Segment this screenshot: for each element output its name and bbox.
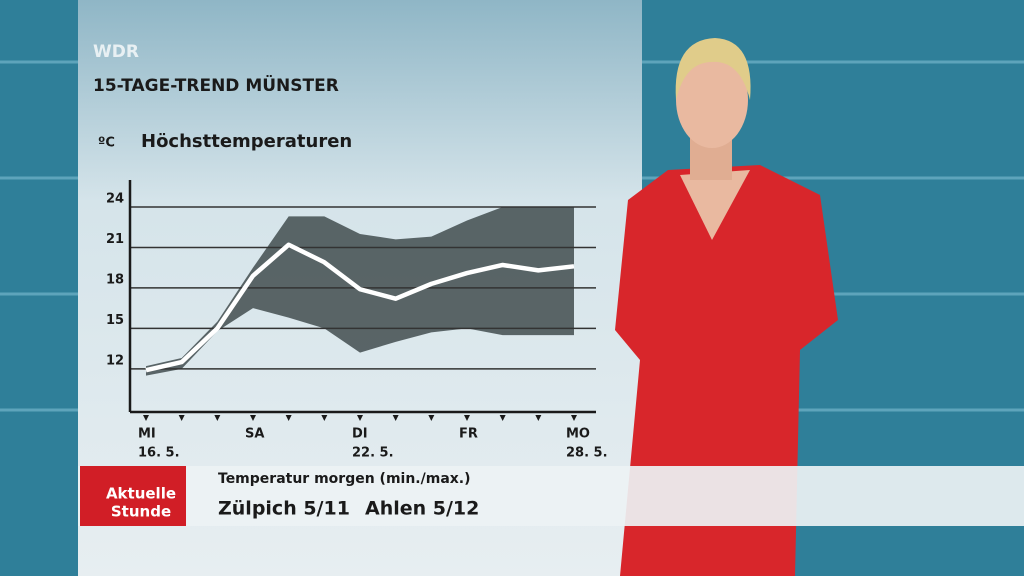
- x-tick: [285, 415, 292, 421]
- x-tick-label: SA: [245, 427, 264, 442]
- ticker-item: Ahlen 5/12: [365, 498, 479, 520]
- x-tick: [535, 415, 542, 421]
- ticker-logo-box: [80, 466, 186, 526]
- x-tick-date: 28. 5.: [566, 446, 608, 461]
- ticker-logo: Stunde: [111, 503, 171, 521]
- x-tick: [571, 415, 577, 421]
- x-tick-date: 16. 5.: [138, 446, 180, 461]
- x-tick: [464, 415, 470, 421]
- x-tick: [499, 415, 506, 421]
- ticker-logo: Aktuelle: [106, 485, 176, 503]
- y-tick-label: 24: [106, 191, 124, 206]
- y-tick-label: 21: [106, 232, 124, 247]
- y-tick-label: 12: [106, 353, 124, 368]
- ticker-heading: Temperatur morgen (min./max.): [218, 471, 471, 487]
- x-tick-label: MI: [138, 427, 156, 442]
- x-tick: [428, 415, 435, 421]
- x-tick: [357, 415, 363, 421]
- x-tick: [214, 415, 221, 421]
- x-tick-label: DI: [352, 427, 368, 442]
- channel-logo: WDR: [93, 42, 139, 62]
- y-tick-label: 15: [106, 313, 124, 328]
- plot: 12 15 18 21 24 MI 16. 5. SA DI 22. 5. FR MO 28. 5.: [106, 180, 608, 461]
- chart-title: Höchsttemperaturen: [141, 131, 352, 152]
- x-tick-date: 22. 5.: [352, 446, 394, 461]
- y-axis-label: ºC: [98, 136, 115, 151]
- x-tick: [321, 415, 328, 421]
- x-tick-label: FR: [459, 427, 478, 442]
- temperature-line: [145, 242, 575, 373]
- x-tick: [392, 415, 399, 421]
- y-tick-label: 18: [106, 272, 124, 287]
- x-tick: [178, 415, 185, 421]
- x-tick-label: MO: [566, 427, 590, 442]
- x-tick: [250, 415, 256, 421]
- ticker-bar: [78, 466, 1024, 526]
- ticker-item: Zülpich 5/11: [218, 498, 350, 520]
- x-tick: [143, 415, 149, 421]
- page-title: 15-TAGE-TREND MÜNSTER: [93, 74, 339, 96]
